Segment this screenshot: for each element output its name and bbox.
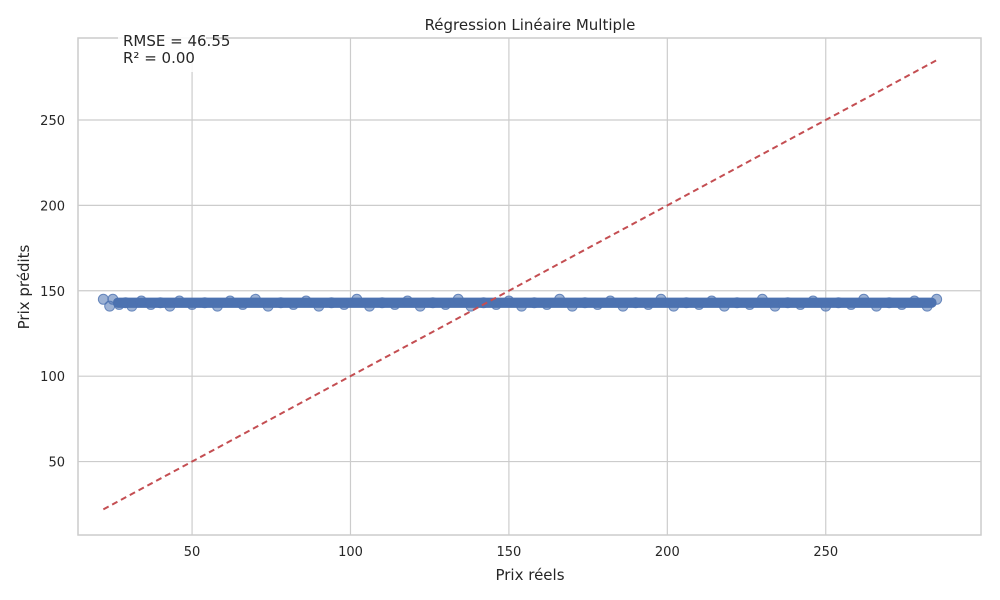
scatter-point	[908, 295, 920, 307]
scatter-point	[592, 298, 604, 310]
scatter-point	[896, 298, 908, 310]
scatter-point	[794, 298, 806, 310]
r2-annotation: R² = 0.00	[123, 49, 195, 67]
scatter-point	[363, 300, 375, 312]
scatter-point	[490, 298, 502, 310]
y-tick-label: 150	[40, 285, 65, 300]
scatter-point	[706, 295, 718, 307]
scatter-point	[516, 300, 528, 312]
scatter-point	[478, 297, 490, 309]
scatter-point	[287, 298, 299, 310]
scatter-point	[145, 298, 157, 310]
scatter-point	[199, 297, 211, 309]
scatter-point	[154, 297, 166, 309]
scatter-point	[655, 293, 667, 305]
scatter-point	[224, 295, 236, 307]
scatter-point	[211, 300, 223, 312]
scatter-point	[731, 297, 743, 309]
scatter-point	[718, 300, 730, 312]
y-tick-label: 250	[40, 114, 65, 129]
scatter-point	[262, 300, 274, 312]
scatter-point	[870, 300, 882, 312]
scatter-point	[173, 295, 185, 307]
scatter-point	[528, 297, 540, 309]
identity-reference-line	[102, 59, 938, 511]
scatter-point	[186, 298, 198, 310]
scatter-point	[630, 297, 642, 309]
scatter-point	[164, 300, 176, 312]
x-tick-label: 50	[184, 545, 201, 560]
scatter-point	[566, 300, 578, 312]
scatter-point	[402, 295, 414, 307]
scatter-point	[693, 298, 705, 310]
y-tick-labels: 50 100 150 200 250	[40, 114, 65, 471]
rmse-annotation: RMSE = 46.55	[123, 32, 230, 50]
y-axis-label: Prix prédits	[15, 244, 33, 329]
scatter-point	[668, 300, 680, 312]
scatter-point	[338, 298, 350, 310]
scatter-point	[440, 298, 452, 310]
scatter-point	[300, 295, 312, 307]
scatter-point	[883, 297, 895, 309]
y-tick-label: 50	[48, 456, 65, 471]
scatter-point	[427, 297, 439, 309]
scatter-point	[135, 295, 147, 307]
scatter-point	[351, 293, 363, 305]
scatter-point	[604, 295, 616, 307]
scatter-point	[541, 298, 553, 310]
scatter-point	[931, 293, 943, 305]
scatter-point	[554, 293, 566, 305]
annotation-box	[118, 28, 206, 72]
plot-frame	[77, 37, 982, 536]
scatter-point	[313, 300, 325, 312]
scatter-point	[579, 297, 591, 309]
scatter-point	[642, 298, 654, 310]
x-tick-label: 250	[813, 545, 838, 560]
scatter-point	[452, 293, 464, 305]
scatter-point	[237, 298, 249, 310]
scatter-point	[126, 300, 138, 312]
scatter-point	[275, 297, 287, 309]
scatter-point	[782, 297, 794, 309]
scatter-point	[617, 300, 629, 312]
scatter-point	[503, 295, 515, 307]
scatter-point	[376, 297, 388, 309]
scatter-point	[807, 295, 819, 307]
y-tick-label: 200	[40, 199, 65, 214]
x-tick-label: 200	[655, 545, 680, 560]
scatter-point	[325, 297, 337, 309]
scatter-point	[744, 298, 756, 310]
x-tick-label: 150	[496, 545, 521, 560]
chart-title: Régression Linéaire Multiple	[425, 16, 636, 34]
scatter-point	[820, 300, 832, 312]
scatter-point	[921, 300, 933, 312]
scatter-point	[769, 300, 781, 312]
x-axis-label: Prix réels	[495, 566, 564, 584]
scatter-point	[465, 300, 477, 312]
scatter-point	[680, 297, 692, 309]
x-tick-labels: 50 100 150 200 250	[184, 545, 838, 560]
scatter-point	[249, 293, 261, 305]
y-tick-label: 100	[40, 370, 65, 385]
scatter-point	[832, 297, 844, 309]
scatter-point	[414, 300, 426, 312]
scatter-point	[858, 293, 870, 305]
scatter-points	[97, 293, 943, 312]
grid	[78, 38, 981, 535]
scatter-point	[389, 298, 401, 310]
scatter-point	[845, 298, 857, 310]
x-tick-label: 100	[338, 545, 363, 560]
scatter-point	[756, 293, 768, 305]
